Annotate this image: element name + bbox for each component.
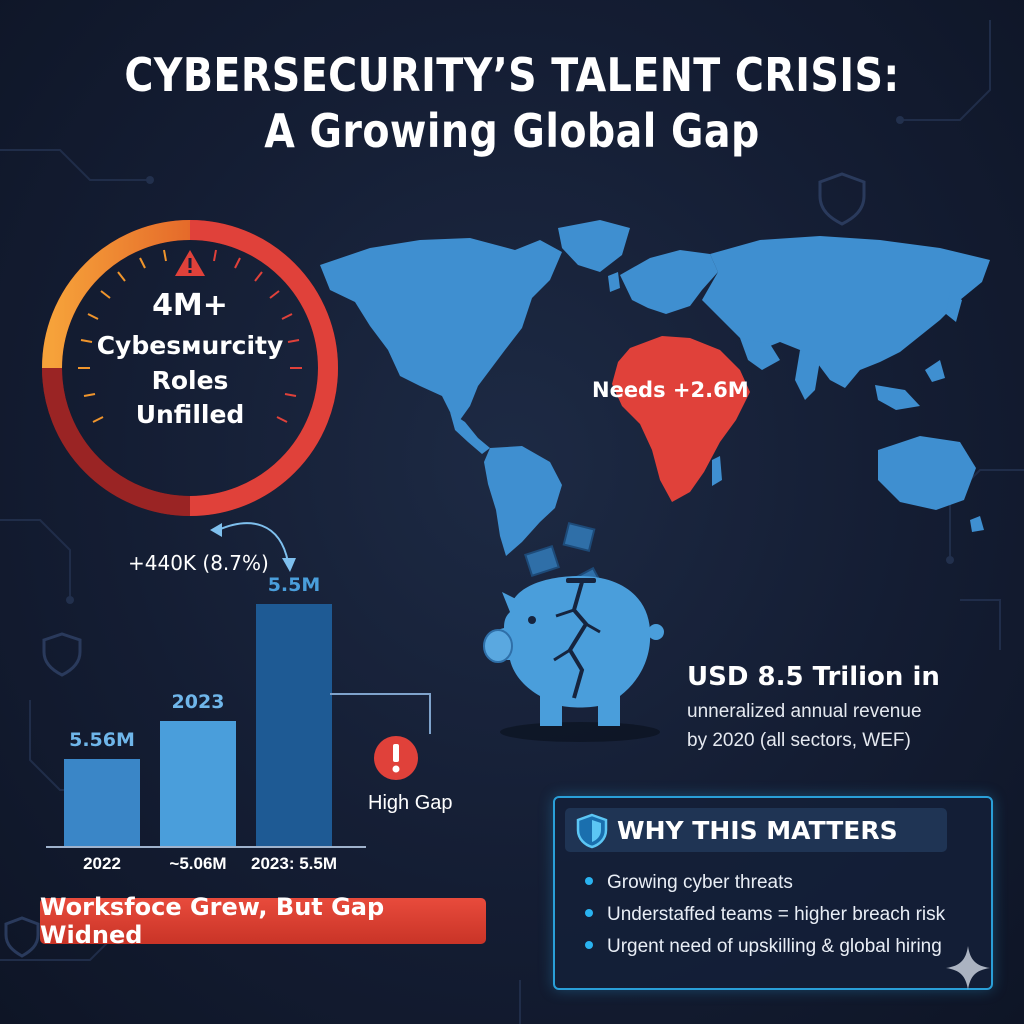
chart-baseline bbox=[46, 846, 366, 848]
bar-category-label: 2023: 5.5M bbox=[251, 854, 337, 873]
revenue-detail-line1: unneralized annual revenue bbox=[687, 701, 922, 722]
bar-0 bbox=[64, 758, 140, 846]
gauge-value: 4M+ bbox=[152, 288, 228, 323]
growth-arrow-icon bbox=[210, 522, 296, 572]
why-item: Understaffed teams = higher breach risk bbox=[585, 904, 945, 926]
gauge-label-line4: Unfilled bbox=[135, 400, 245, 429]
gauge-label-line3: Roles bbox=[151, 366, 229, 395]
broken-piggy-bank-icon bbox=[483, 521, 664, 742]
alert-icon bbox=[374, 736, 418, 780]
warning-triangle-icon bbox=[175, 250, 205, 276]
why-item: Urgent need of upskilling & global hirin… bbox=[585, 936, 942, 958]
gap-bracket bbox=[330, 693, 431, 734]
shield-icon bbox=[576, 813, 608, 849]
revenue-detail-line2: by 2020 (all sectors, WEF) bbox=[687, 730, 911, 751]
page-title-line2: A Growing Global Gap bbox=[264, 104, 760, 158]
bar-data-label: 5.5M bbox=[267, 573, 321, 596]
bar-category-label: 2022 bbox=[83, 854, 121, 873]
high-gap-label: High Gap bbox=[368, 792, 453, 814]
sparkle-icon bbox=[946, 946, 990, 990]
world-map bbox=[320, 220, 990, 556]
revenue-amount: USD 8.5 Trilion in bbox=[687, 662, 940, 692]
why-panel-title: WHY THIS MATTERS bbox=[617, 816, 898, 845]
gauge-ring bbox=[42, 220, 339, 516]
bar-data-label: 2023 bbox=[171, 691, 225, 713]
why-panel-header bbox=[565, 808, 947, 852]
page-title-line1: CYBERSECURITY’S TALENT CRISIS: bbox=[124, 48, 900, 102]
africa-need-label: Needs +2.6M bbox=[592, 378, 749, 402]
growth-label: +440K (8.7%) bbox=[128, 551, 269, 575]
bar-category-label: ~5.06M bbox=[169, 854, 227, 873]
bar-data-label: 5.56M bbox=[69, 728, 135, 751]
workforce-bar-chart: 5.56M 2022 2023 ~5.06M 5.5M 2023: 5.5M bbox=[40, 560, 370, 873]
bar-1 bbox=[160, 721, 236, 846]
africa-highlight bbox=[612, 336, 750, 502]
workforce-banner: Worksfoce Grew, But Gap Widned bbox=[40, 893, 486, 949]
bar-2 bbox=[256, 603, 332, 846]
why-this-matters-panel: WHY THIS MATTERS Growing cyber threats U… bbox=[553, 796, 993, 990]
why-item: Growing cyber threats bbox=[585, 872, 793, 894]
gauge-label-line2: Cybesмurcity bbox=[96, 331, 284, 360]
